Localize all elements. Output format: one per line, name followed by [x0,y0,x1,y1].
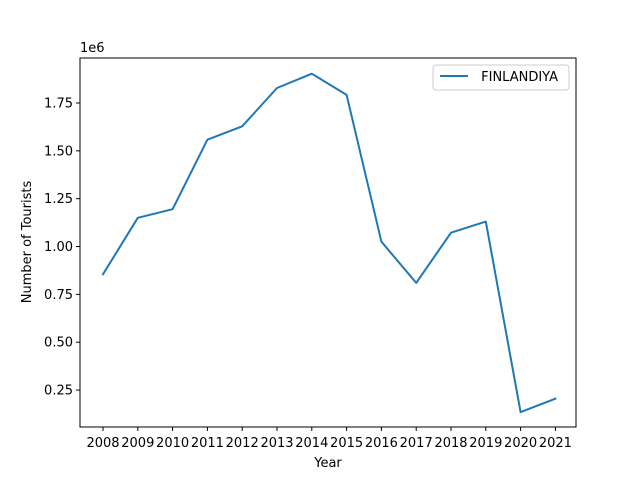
y-tick-label: 0.50 [44,336,73,351]
x-tick-label: 2016 [365,436,398,451]
x-tick-label: 2017 [400,436,433,451]
x-axis-label: Year [313,456,342,471]
x-tick-label: 2018 [434,436,467,451]
y-tick-label: 0.75 [44,288,73,303]
y-offset-label: 1e6 [80,41,105,56]
x-tick-label: 2008 [86,436,119,451]
legend: FINLANDIYA [432,64,570,91]
plot-frame [79,57,577,428]
x-tick-label: 2009 [121,436,154,451]
x-tick-label: 2020 [504,436,537,451]
x-tick-label: 2013 [260,436,293,451]
legend-label: FINLANDIYA [477,70,558,85]
x-tick-label: 2021 [539,436,572,451]
y-tick-label: 0.25 [44,384,73,399]
series-layer [101,72,557,414]
x-axis-ticks: 2008 2009 2010 2011 2012 2013 2014 2015 2016 2017… [86,427,572,451]
plot-area [80,58,576,427]
y-axis-ticks: 0.25 0.50 0.75 1.00 1.25 1.50 1.75 [44,96,80,399]
x-tick-label: 2011 [191,436,224,451]
series-line-finlandiya [101,72,557,414]
x-tick-label: 2012 [226,436,259,451]
x-tick-label: 2010 [156,436,189,451]
x-tick-label: 2014 [295,436,328,451]
y-axis-label: Number of Tourists [20,181,35,304]
y-tick-label: 1.00 [44,240,73,255]
x-tick-label: 2019 [469,436,502,451]
y-tick-label: 1.50 [44,144,73,159]
y-tick-label: 1.75 [44,96,73,111]
legend-box [432,64,570,91]
y-tick-label: 1.25 [44,192,73,207]
x-tick-label: 2015 [330,436,363,451]
